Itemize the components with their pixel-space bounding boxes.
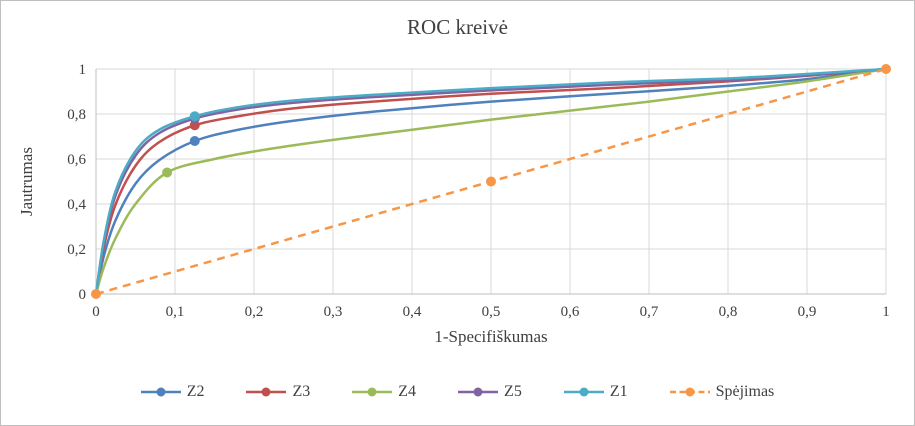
data-point-Z2 xyxy=(189,136,200,146)
legend-marker-icon xyxy=(140,387,181,397)
x-tick-label: 0,2 xyxy=(245,304,264,320)
legend-marker-icon xyxy=(669,387,710,397)
legend-item-Z1: Z1 xyxy=(563,383,628,401)
legend-item-Spėjimas: Spėjimas xyxy=(669,383,775,401)
y-tick-label: 0,6 xyxy=(67,152,86,168)
x-tick-label: 0,1 xyxy=(166,304,185,320)
x-tick-label: 0,6 xyxy=(561,304,580,320)
data-point-Spėjimas xyxy=(881,64,891,74)
data-point-Z4 xyxy=(162,167,173,178)
legend-marker-icon xyxy=(563,387,604,397)
legend-label: Z3 xyxy=(292,383,311,400)
x-tick-label: 0,7 xyxy=(640,304,659,320)
x-tick-label: 0,5 xyxy=(482,304,501,320)
chart-title: ROC kreivė xyxy=(407,15,508,39)
x-tick-label: 0,8 xyxy=(719,304,738,320)
y-tick-label: 0,8 xyxy=(67,107,86,123)
series-line-Z2 xyxy=(94,67,887,295)
x-tick-label: 0,3 xyxy=(324,304,343,320)
legend-marker-icon xyxy=(458,387,499,397)
legend-marker-icon xyxy=(352,387,393,397)
legend-item-Z2: Z2 xyxy=(140,383,205,401)
data-point-Z1 xyxy=(189,111,200,122)
legend: Z2 Z3 Z4 Z5 Z1 Spėjimas xyxy=(1,383,914,401)
x-axis-title: 1-Specifiškumas xyxy=(434,327,548,346)
x-tick-label: 0,9 xyxy=(798,304,817,320)
legend-item-Z3: Z3 xyxy=(246,383,310,401)
data-point-Spėjimas xyxy=(91,289,101,299)
y-tick-label: 1 xyxy=(79,62,87,78)
y-tick-label: 0 xyxy=(79,287,87,303)
series-line-Z5 xyxy=(94,67,887,295)
x-tick-label: 0 xyxy=(92,304,100,320)
x-tick-label: 1 xyxy=(882,304,890,320)
data-point-Spėjimas xyxy=(486,176,496,187)
series-line-Z1 xyxy=(94,67,887,295)
legend-label: Z5 xyxy=(504,383,522,400)
x-tick-label: 0,4 xyxy=(403,304,422,320)
legend-label: Z4 xyxy=(398,383,417,400)
series-line-Z3 xyxy=(94,67,887,295)
legend-label: Z1 xyxy=(609,383,628,400)
legend-marker-icon xyxy=(246,387,287,397)
legend-label: Spėjimas xyxy=(715,383,775,400)
legend-item-Z4: Z4 xyxy=(352,383,416,401)
legend-label: Z2 xyxy=(186,383,205,400)
y-tick-label: 0,2 xyxy=(67,242,86,258)
y-tick-label: 0,4 xyxy=(67,197,86,213)
legend-item-Z5: Z5 xyxy=(458,383,522,401)
series-line-Z4 xyxy=(94,67,887,295)
